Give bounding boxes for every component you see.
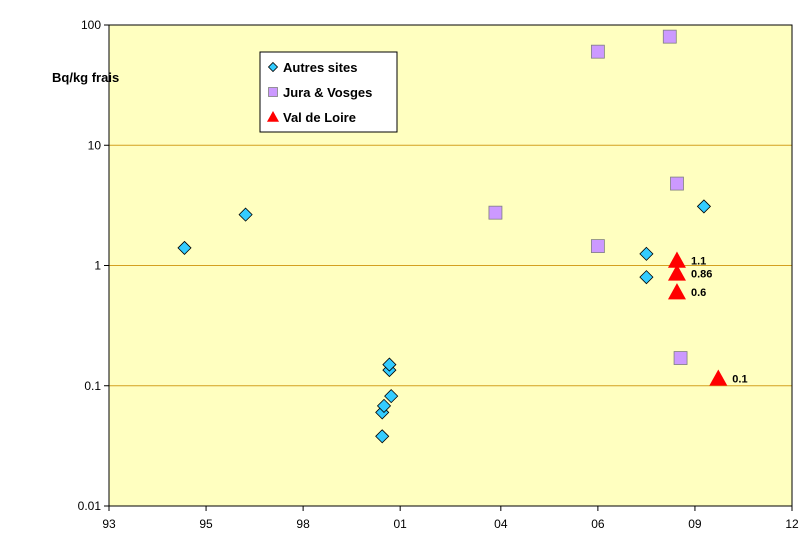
x-tick-label-7: 12 (785, 517, 799, 531)
y-tick-label-3: 10 (88, 138, 102, 152)
data-points (177, 29, 728, 444)
point-square-4 (670, 176, 684, 191)
legend-box (259, 51, 398, 133)
point-square-3 (662, 29, 677, 44)
y-axis: 0.01 0.1 1 10 100 (78, 18, 109, 513)
x-tick-label-0: 93 (102, 517, 116, 531)
point-triangle-3 (709, 369, 728, 386)
data-label-3: 0.1 (732, 373, 747, 385)
x-tick-label-5: 06 (591, 517, 605, 531)
point-square-2 (590, 44, 605, 59)
data-label-1: 0.86 (691, 268, 712, 280)
data-label-2: 0.6 (691, 287, 706, 299)
legend-label-1: Jura & Vosges (283, 85, 372, 100)
x-tick-label-4: 04 (494, 517, 508, 531)
point-square-0 (488, 205, 503, 220)
x-tick-label-1: 95 (199, 517, 213, 531)
point-square-5 (673, 351, 688, 365)
x-axis: 93 95 98 01 04 06 09 12 (102, 506, 799, 531)
point-diamond-2 (375, 429, 390, 444)
point-diamond-10 (696, 199, 711, 214)
legend-label-0: Autres sites (283, 60, 357, 75)
legend-marker-2 (267, 111, 279, 122)
data-labels: 1.10.86 0.6 0.1 (691, 256, 748, 386)
x-tick-label-2: 98 (296, 517, 310, 531)
point-square-1 (590, 239, 605, 253)
point-diamond-9 (639, 270, 654, 285)
legend-marker-0 (267, 61, 279, 73)
x-tick-label-6: 09 (688, 517, 702, 531)
point-diamond-1 (238, 207, 253, 222)
legend-marker-1 (268, 87, 278, 97)
point-diamond-8 (639, 246, 654, 261)
x-tick-label-3: 01 (393, 517, 407, 531)
legend-label-2: Val de Loire (283, 110, 356, 125)
point-diamond-4 (376, 398, 392, 413)
point-triangle-0 (667, 251, 686, 268)
data-label-0: 1.1 (691, 256, 706, 268)
y-tick-label-0: 0.01 (78, 499, 102, 513)
point-diamond-5 (384, 389, 399, 404)
point-triangle-2 (667, 283, 686, 300)
y-tick-label-1: 0.1 (84, 379, 101, 393)
point-diamond-0 (177, 240, 192, 255)
legend: Autres sites Jura & Vosges Val de Loire (259, 51, 398, 133)
y-axis-label: Bq/kg frais (52, 70, 119, 85)
y-tick-label-2: 1 (94, 259, 101, 273)
y-tick-label-4: 100 (81, 18, 101, 32)
point-triangle-1 (667, 264, 686, 281)
point-diamond-7 (382, 357, 397, 372)
